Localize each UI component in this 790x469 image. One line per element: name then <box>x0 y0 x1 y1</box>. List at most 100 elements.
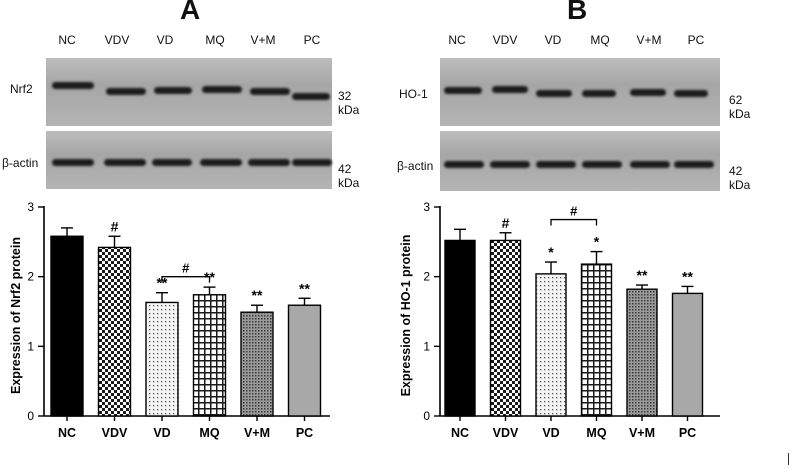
x-tick-label: V+M <box>244 426 270 440</box>
x-tick-label: VD <box>153 426 170 440</box>
bar <box>580 263 613 417</box>
western-blot-target <box>440 58 720 126</box>
blot-band <box>152 159 192 166</box>
lane-label: V+M <box>250 33 276 47</box>
blot-band <box>536 161 576 168</box>
bar <box>240 311 274 417</box>
y-tick-label: 2 <box>27 270 34 284</box>
blot-band <box>52 82 94 89</box>
significance-marker: # <box>502 215 510 231</box>
bar <box>145 301 179 417</box>
blot-band <box>292 159 332 166</box>
blot-band <box>250 88 290 95</box>
lane-label: PC <box>687 33 705 47</box>
blot-band <box>444 161 484 168</box>
bar-chart-nrf2: 0 1 2 3 Expression of Nrf2 protein NC # VDV ** VD… <box>9 200 330 440</box>
kda-label-control: 42 kDa <box>729 164 751 192</box>
lane-label: PC <box>303 33 321 47</box>
x-tick-label: PC <box>679 426 696 440</box>
blot-band <box>292 93 330 100</box>
bar-chart-ho1: 0 1 2 3 Expression of HO-1 protein NC # VDV * VD *… <box>399 200 720 440</box>
x-tick-label: VDV <box>493 426 519 440</box>
blot-band <box>202 86 242 93</box>
x-tick-label: NC <box>58 426 76 440</box>
western-blot-target <box>46 58 332 126</box>
y-tick-label: 1 <box>423 339 430 353</box>
blot-label-target: HO-1 <box>399 87 428 101</box>
blot-band <box>154 87 192 94</box>
lane-label: VDV <box>104 33 130 47</box>
bracket-label: # <box>182 261 190 276</box>
y-axis-label: Expression of Nrf2 protein <box>9 237 23 394</box>
lane-label: VD <box>544 33 562 47</box>
western-blot-control <box>440 131 720 191</box>
bar <box>535 273 567 417</box>
bar <box>626 288 658 417</box>
significance-marker: # <box>111 218 119 234</box>
blot-band <box>104 159 146 166</box>
lane-label: NC <box>448 33 466 47</box>
y-tick-label: 3 <box>27 200 34 214</box>
lane-label: MQ <box>205 33 225 47</box>
significance-marker: ** <box>637 267 648 283</box>
bracket-label: # <box>570 204 578 219</box>
kda-label-target: 32 kDa <box>338 89 360 117</box>
significance-marker: ** <box>157 275 168 291</box>
y-tick-label: 0 <box>423 409 430 423</box>
western-blot-control <box>46 131 332 189</box>
blot-band <box>674 161 714 168</box>
bar <box>671 292 704 417</box>
panel-a: A NC VDV VD MQ V+M PC Nrf2 32 kDa β-acti… <box>0 0 359 469</box>
panel-letter-b: B <box>567 0 588 25</box>
lane-label: V+M <box>636 33 662 47</box>
blot-band <box>536 90 572 97</box>
significance-marker: * <box>548 244 554 260</box>
comparison-bracket <box>161 276 211 283</box>
lane-label: VD <box>156 33 174 47</box>
kda-label-control: 42 kDa <box>338 162 360 190</box>
x-tick-label: PC <box>296 426 313 440</box>
y-tick-label: 0 <box>27 409 34 423</box>
x-tick-label: VDV <box>102 426 128 440</box>
y-axis-label: Expression of HO-1 protein <box>399 235 413 397</box>
divider-mark <box>788 453 789 465</box>
blot-band <box>630 161 670 168</box>
x-tick-label: VD <box>542 426 559 440</box>
bar <box>192 294 227 417</box>
blot-band <box>490 161 530 168</box>
blot-label-target: Nrf2 <box>10 82 33 96</box>
blot-band <box>106 88 146 95</box>
lane-label: MQ <box>590 33 610 47</box>
x-tick-label: MQ <box>586 426 606 440</box>
y-tick-label: 1 <box>27 339 34 353</box>
significance-marker: ** <box>299 280 310 296</box>
blot-band <box>674 90 708 97</box>
panel-b: B NC VDV VD MQ V+M PC HO-1 62 kDa β-acti… <box>395 0 750 469</box>
x-tick-label: MQ <box>199 426 219 440</box>
lane-label: VDV <box>492 33 518 47</box>
blot-band <box>582 90 616 97</box>
bar <box>50 235 84 417</box>
kda-label-target: 62 kDa <box>729 93 751 121</box>
x-tick-label: NC <box>451 426 469 440</box>
y-tick-label: 2 <box>423 270 430 284</box>
significance-marker: ** <box>682 268 693 284</box>
blot-band <box>630 89 666 96</box>
panel-letter-a: A <box>180 0 201 25</box>
significance-marker: ** <box>252 287 263 303</box>
lane-label: NC <box>58 33 76 47</box>
blot-band <box>52 159 94 166</box>
blot-band <box>492 86 528 93</box>
y-tick-label: 3 <box>423 200 430 214</box>
bar <box>97 246 132 417</box>
blot-label-control: β-actin <box>2 156 39 170</box>
blot-label-control: β-actin <box>397 159 434 173</box>
x-tick-label: V+M <box>629 426 655 440</box>
significance-marker: * <box>594 234 600 250</box>
bar <box>444 239 476 417</box>
comparison-bracket <box>550 218 598 226</box>
blot-band <box>444 87 482 94</box>
blot-band <box>200 159 242 166</box>
blot-band <box>248 159 290 166</box>
bar <box>287 304 322 417</box>
